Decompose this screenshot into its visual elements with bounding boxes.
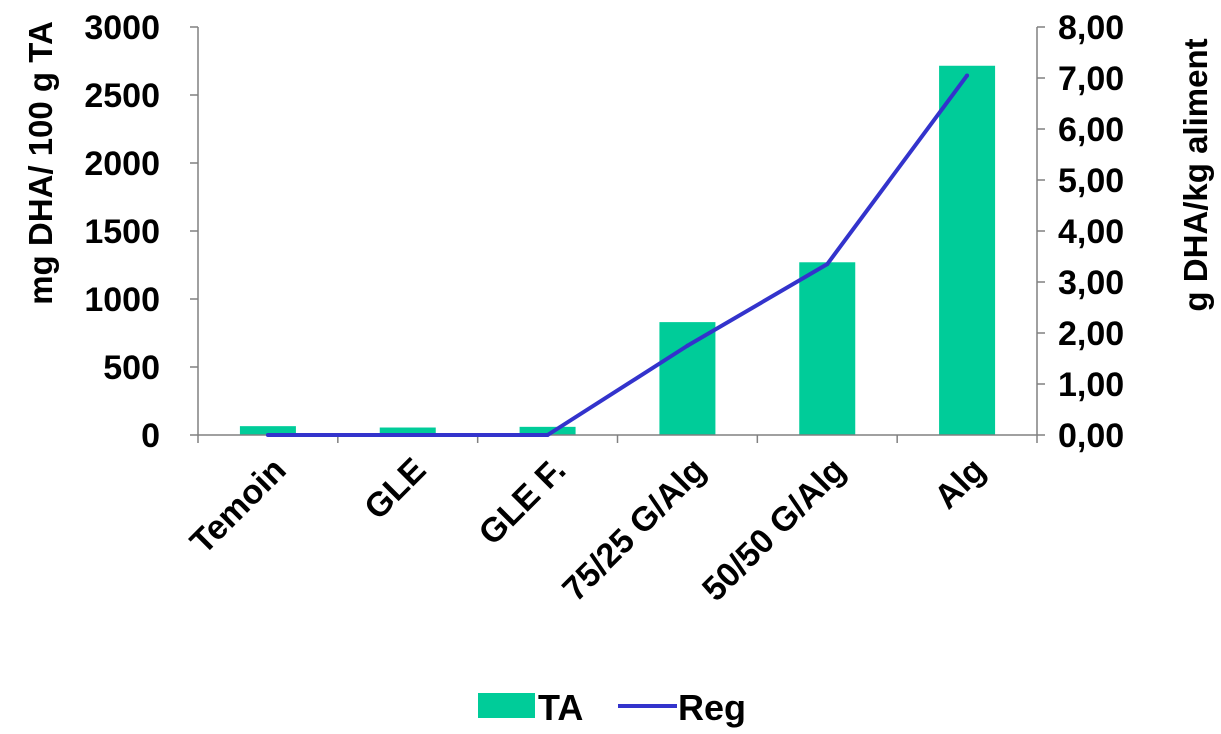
y2-tick-label: 1,00	[1058, 366, 1124, 404]
y2-tick-label: 8,00	[1058, 9, 1124, 47]
bar-ta	[519, 426, 576, 435]
y-tick-label: 1500	[84, 213, 160, 251]
y2-tick-label: 2,00	[1058, 315, 1124, 353]
point-reg	[405, 433, 410, 437]
y2-tick-label: 3,00	[1058, 264, 1124, 302]
y2-tick-label: 7,00	[1058, 60, 1124, 98]
x-tick-label: GLE	[357, 451, 433, 527]
y-axis-title: mg DHA/ 100 g TA	[22, 21, 59, 305]
y2-axis-title: g DHA/kg aliment	[1177, 38, 1214, 311]
y2-tick-label: 5,00	[1058, 162, 1124, 200]
x-tick-label: Temoin	[183, 451, 294, 562]
point-reg	[825, 262, 830, 267]
legend-swatch-ta	[478, 693, 535, 718]
y2-tick-label: 6,00	[1058, 111, 1124, 149]
bar-ta	[939, 65, 996, 435]
bar-ta	[379, 427, 436, 435]
x-tick-label: 75/25 G/Alg	[555, 451, 713, 609]
y-tick-label: 2000	[84, 145, 160, 183]
bar-ta	[239, 426, 296, 435]
bar-ta	[799, 262, 856, 435]
x-tick-label: 50/50 G/Alg	[695, 451, 853, 609]
x-tick-label: GLE F.	[472, 451, 574, 553]
y-tick-label: 500	[103, 349, 160, 387]
legend-label-reg: Reg	[678, 687, 746, 728]
y-tick-label: 0	[141, 417, 160, 455]
bar-ta	[659, 322, 716, 435]
bars-layer	[239, 65, 996, 435]
y-tick-label: 1000	[84, 281, 160, 319]
point-reg	[685, 343, 690, 348]
legend: TA Reg	[478, 687, 746, 728]
axes-layer	[190, 26, 1045, 443]
y2-tick-label: 4,00	[1058, 213, 1124, 251]
y2-tick-label: 0,00	[1058, 417, 1124, 455]
x-tick-label: Alg	[927, 451, 993, 517]
line-reg	[267, 74, 969, 437]
y-tick-label: 3000	[84, 9, 160, 47]
point-reg	[265, 433, 270, 437]
point-reg	[965, 73, 970, 78]
y-tick-label: 2500	[84, 77, 160, 115]
point-reg	[545, 433, 550, 437]
legend-label-ta: TA	[538, 687, 583, 728]
line-layer	[265, 73, 970, 437]
